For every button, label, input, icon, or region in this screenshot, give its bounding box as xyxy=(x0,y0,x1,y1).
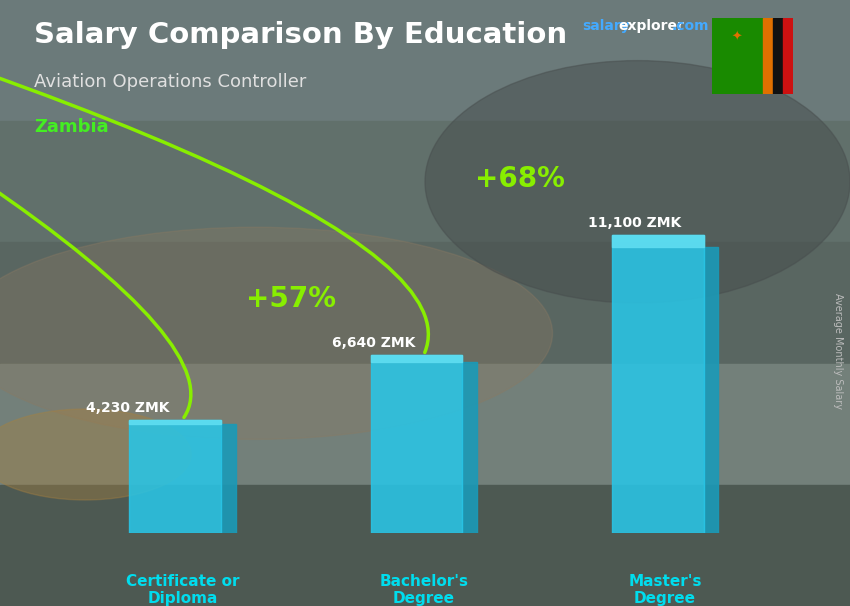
Bar xyxy=(0,364,850,485)
Text: +68%: +68% xyxy=(475,165,565,193)
Text: .com: .com xyxy=(672,19,709,33)
Bar xyxy=(0,0,850,121)
Text: 11,100 ZMK: 11,100 ZMK xyxy=(588,216,681,230)
Text: 6,640 ZMK: 6,640 ZMK xyxy=(332,336,416,350)
Bar xyxy=(612,235,704,533)
Bar xyxy=(773,18,783,94)
Text: Master's
Degree: Master's Degree xyxy=(628,573,702,606)
Text: Zambia: Zambia xyxy=(34,118,109,136)
Bar xyxy=(762,18,773,94)
Bar xyxy=(371,355,462,362)
Ellipse shape xyxy=(425,61,850,303)
Text: +57%: +57% xyxy=(246,285,336,313)
Text: Salary Comparison By Education: Salary Comparison By Education xyxy=(34,21,567,49)
Bar xyxy=(783,18,793,94)
Text: Aviation Operations Controller: Aviation Operations Controller xyxy=(34,73,306,91)
Bar xyxy=(371,355,462,533)
Bar xyxy=(129,420,221,424)
Text: Certificate or
Diploma: Certificate or Diploma xyxy=(126,573,239,606)
Text: Average Monthly Salary: Average Monthly Salary xyxy=(833,293,843,410)
Bar xyxy=(0,242,850,364)
Bar xyxy=(612,235,704,247)
Ellipse shape xyxy=(0,227,552,439)
Text: 4,230 ZMK: 4,230 ZMK xyxy=(86,401,169,415)
Text: salary: salary xyxy=(582,19,630,33)
Bar xyxy=(704,247,718,533)
Bar xyxy=(462,362,477,533)
Bar xyxy=(0,485,850,606)
Bar xyxy=(0,121,850,242)
Ellipse shape xyxy=(0,409,191,500)
Text: Bachelor's
Degree: Bachelor's Degree xyxy=(379,573,468,606)
Text: ✦: ✦ xyxy=(731,31,742,44)
Bar xyxy=(129,420,221,533)
Text: explorer: explorer xyxy=(619,19,684,33)
Bar xyxy=(221,424,235,533)
